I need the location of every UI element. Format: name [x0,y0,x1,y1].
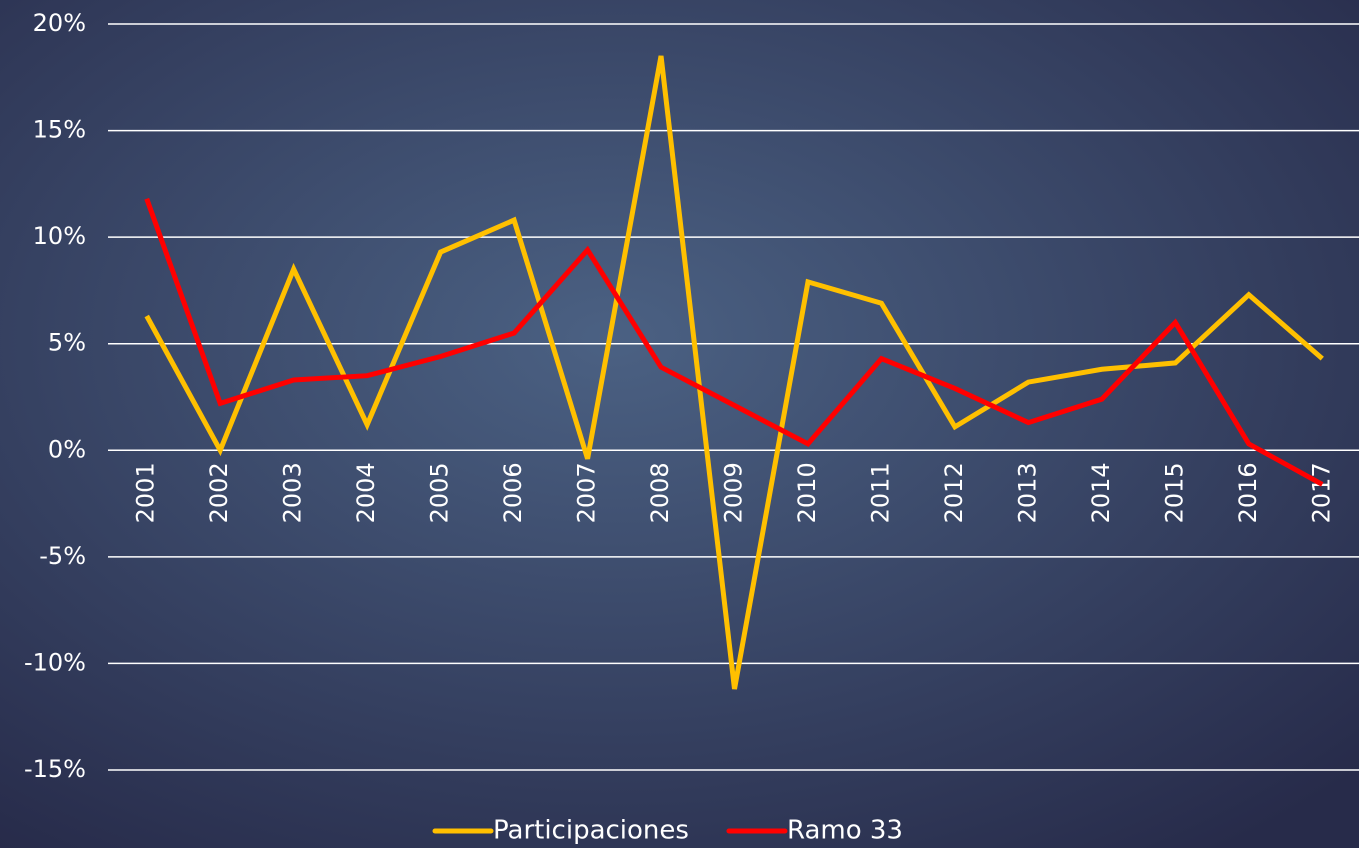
x-tick-label: 2001 [132,462,160,523]
y-tick-label: -15% [24,755,86,783]
x-tick-label: 2004 [352,462,380,523]
x-tick-label: 2002 [205,462,233,523]
x-tick-label: 2016 [1234,462,1262,523]
x-tick-label: 2017 [1307,462,1335,523]
y-tick-label: 15% [33,116,86,144]
series-line [144,197,1324,487]
x-tick-label: 2006 [499,462,527,523]
x-tick-label: 2007 [573,462,601,523]
y-tick-label: -10% [24,648,86,676]
x-tick-label: 2014 [1087,462,1115,523]
x-tick-label: 2003 [279,462,307,523]
x-tick-label: 2012 [940,462,968,523]
y-tick-label: 20% [33,9,86,37]
y-tick-label: 0% [48,435,86,463]
legend-label: Participaciones [493,816,689,846]
series-line [144,55,1324,690]
y-tick-label: -5% [39,542,86,570]
y-tick-label: 10% [33,222,86,250]
y-tick-label: 5% [48,329,86,357]
x-tick-label: 2010 [793,462,821,523]
x-tick-label: 2011 [866,462,894,523]
x-tick-label: 2008 [646,462,674,523]
legend-label: Ramo 33 [787,816,903,846]
x-tick-label: 2013 [1013,462,1041,523]
x-tick-label: 2009 [720,462,748,523]
x-tick-label: 2015 [1160,462,1188,523]
x-tick-label: 2005 [426,462,454,523]
